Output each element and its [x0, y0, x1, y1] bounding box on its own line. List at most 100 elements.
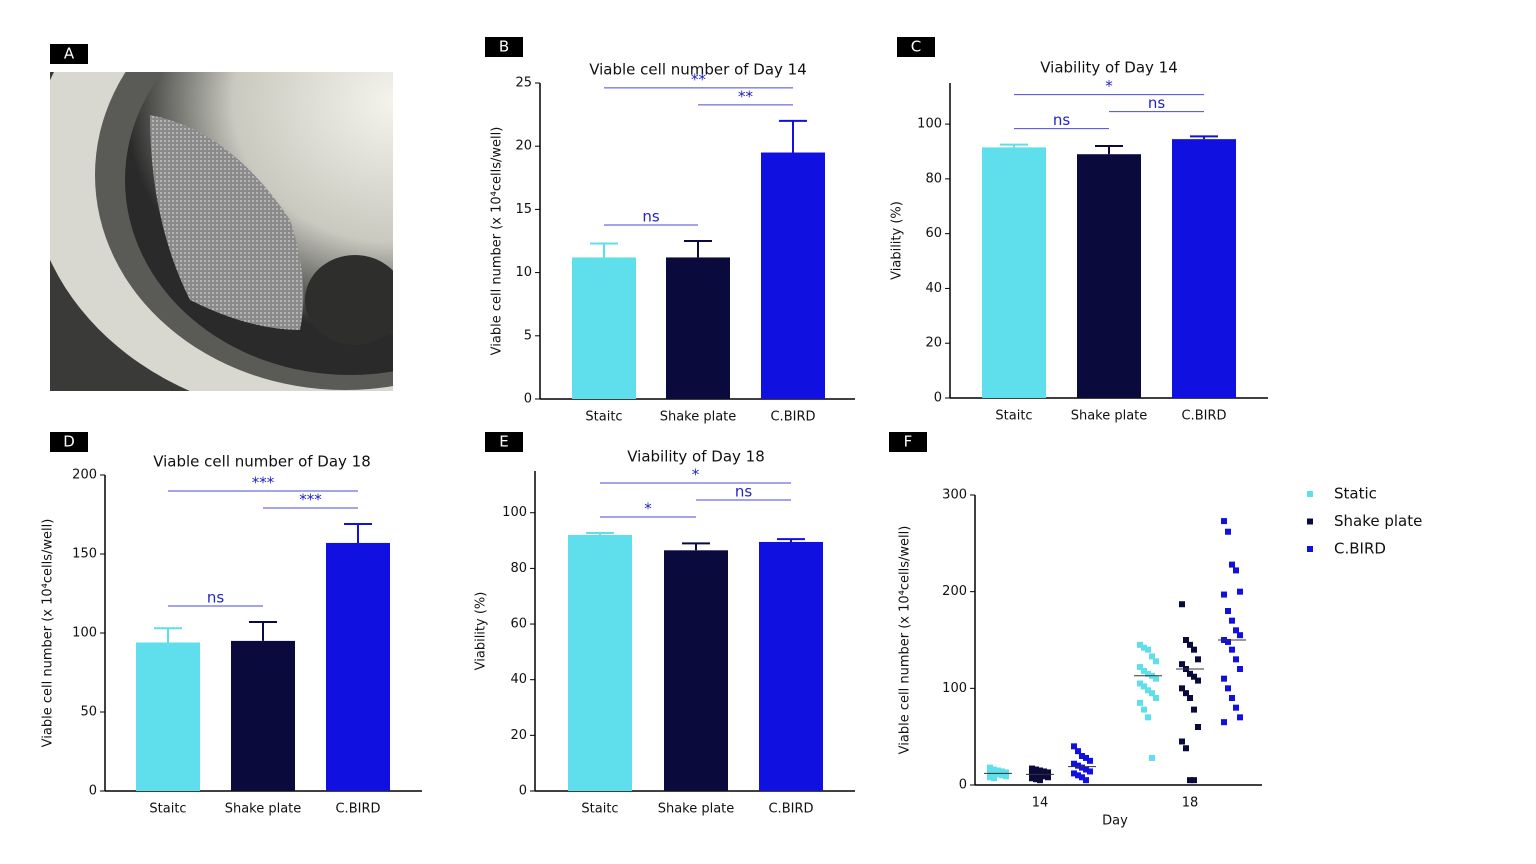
significance-label: * [1105, 77, 1113, 95]
error-bar [779, 119, 807, 153]
point [1029, 770, 1035, 777]
y-tick-label: 0 [519, 784, 527, 799]
y-tick-label: 20 [925, 336, 942, 351]
x-tick-label: Shake plate [225, 802, 302, 817]
point [995, 767, 1001, 774]
legend-swatch [1307, 491, 1313, 497]
point [1153, 675, 1159, 682]
point [1233, 627, 1239, 634]
point [1037, 777, 1043, 784]
y-tick-label: 40 [510, 672, 527, 687]
point [1229, 695, 1235, 701]
point [1183, 690, 1189, 697]
error-bar [249, 620, 277, 641]
point [1041, 773, 1047, 780]
panel-label-box [485, 432, 523, 452]
panel-label-box [485, 37, 523, 57]
legend-label: C.BIRD [1334, 540, 1386, 558]
y-tick-label: 0 [89, 784, 97, 799]
point [1075, 762, 1081, 769]
point [1145, 646, 1151, 653]
bar [326, 542, 390, 791]
point [987, 764, 993, 771]
point [1083, 777, 1089, 784]
y-tick-label: 50 [80, 705, 97, 720]
point [1195, 677, 1201, 684]
point [1075, 748, 1081, 755]
error-bar [344, 522, 372, 543]
bar [231, 640, 295, 791]
x-tick-label: Staitc [585, 410, 622, 425]
x-axis-label: Day [1102, 814, 1128, 829]
point [1233, 567, 1239, 574]
significance-label: *** [299, 490, 322, 508]
point [1141, 706, 1147, 713]
point [1003, 769, 1009, 776]
x-tick-label: Staitc [995, 409, 1032, 424]
significance-label: ** [738, 87, 754, 105]
point [1191, 673, 1197, 680]
x-tick-label: Shake plate [660, 410, 737, 425]
panel-label: C [911, 38, 921, 56]
point [1141, 667, 1147, 674]
point [1079, 764, 1085, 771]
x-tick-label: Staitc [581, 802, 618, 817]
bar [136, 642, 200, 791]
panel-label: D [63, 433, 75, 451]
panel-label: B [499, 38, 509, 56]
y-tick-label: 60 [510, 617, 527, 632]
y-tick-label: 150 [72, 547, 97, 562]
point [1033, 766, 1039, 773]
y-tick-label: 300 [942, 488, 967, 503]
point [1137, 699, 1143, 706]
x-tick-label: 18 [1182, 796, 1199, 811]
point [1141, 683, 1147, 690]
chart-title: Viable cell number of Day 14 [589, 61, 807, 79]
significance-label: *** [252, 473, 275, 491]
y-tick-label: 25 [515, 76, 532, 91]
y-tick-label: 20 [510, 728, 527, 743]
x-tick-label: C.BIRD [1181, 409, 1226, 424]
y-tick-label: 5 [524, 328, 532, 343]
error-bar [684, 240, 712, 258]
panel-label: E [499, 433, 508, 451]
error-bar [1000, 143, 1028, 148]
point [1137, 664, 1143, 671]
point [991, 766, 997, 773]
significance-label: ns [1148, 94, 1166, 112]
y-axis-label: Viable cell number (x 10⁴cells/well) [898, 526, 913, 755]
point [1221, 675, 1227, 682]
y-axis-label: Viability (%) [474, 592, 489, 671]
point [1179, 685, 1185, 692]
y-tick-label: 15 [515, 202, 532, 217]
bar [572, 257, 636, 399]
point [1183, 637, 1189, 643]
y-tick-label: 40 [925, 281, 942, 296]
point [1137, 641, 1143, 648]
point [1037, 772, 1043, 779]
point [1179, 738, 1185, 745]
point [1229, 561, 1235, 568]
point [1195, 724, 1201, 730]
point [1029, 775, 1035, 782]
point [1153, 695, 1159, 701]
x-tick-label: C.BIRD [335, 802, 380, 817]
bar [568, 535, 632, 791]
error-bar [682, 542, 710, 551]
point [1071, 760, 1077, 767]
bar [982, 147, 1046, 398]
point [999, 768, 1005, 775]
point [1083, 766, 1089, 773]
x-tick-label: 14 [1032, 796, 1049, 811]
point [987, 774, 993, 781]
point [1045, 774, 1051, 781]
x-tick-label: C.BIRD [770, 410, 815, 425]
point [1179, 601, 1185, 608]
point [1037, 767, 1043, 774]
point [1183, 745, 1189, 752]
significance-label: ns [642, 208, 660, 226]
error-bar [586, 532, 614, 535]
point [1045, 769, 1051, 776]
point [1087, 768, 1093, 775]
point [1003, 773, 1009, 780]
